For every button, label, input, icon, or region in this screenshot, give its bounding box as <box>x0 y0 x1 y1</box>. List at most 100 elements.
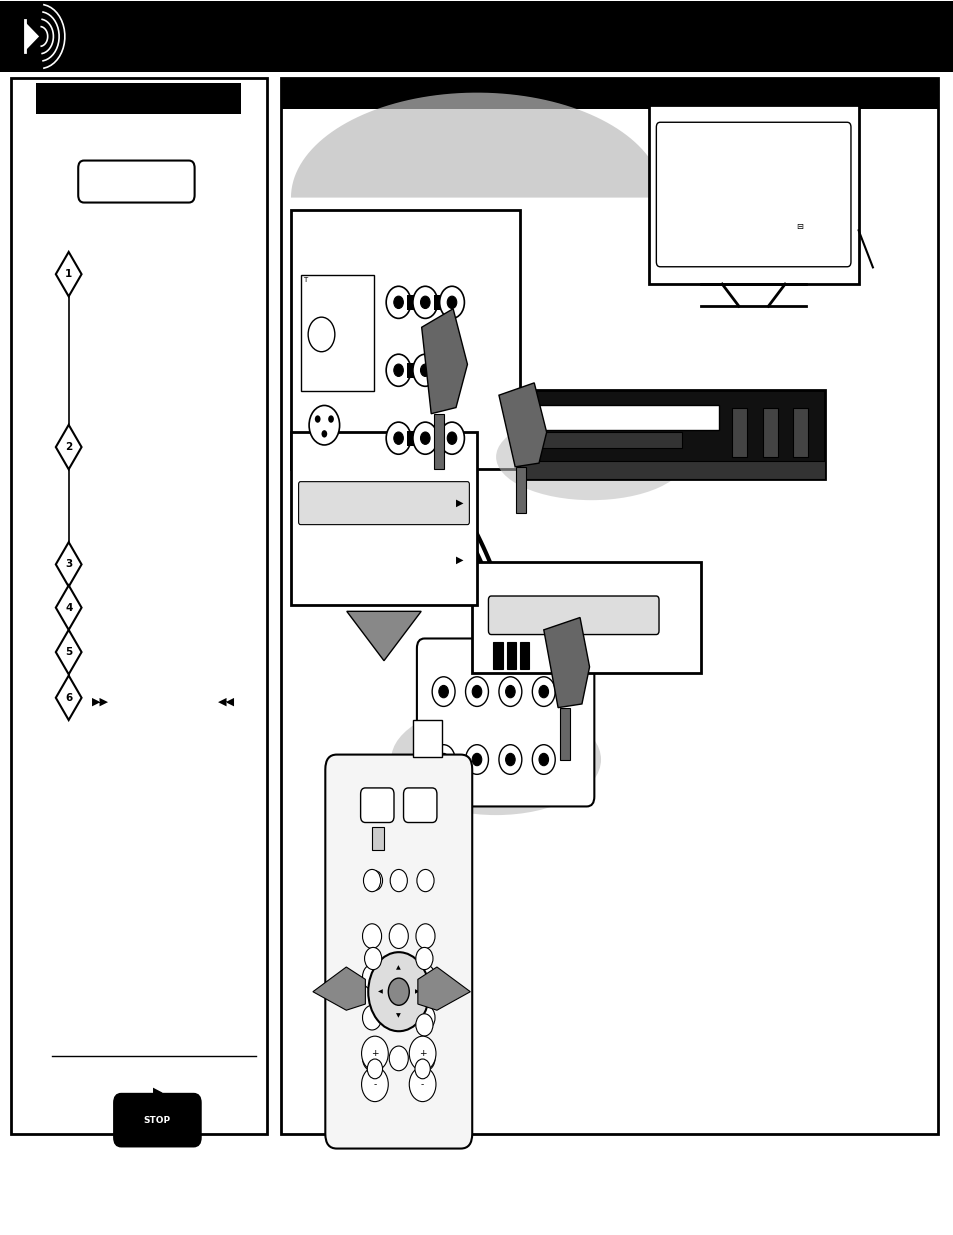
Circle shape <box>362 1046 381 1071</box>
Circle shape <box>432 677 455 706</box>
Text: -: - <box>373 1079 376 1089</box>
Bar <box>434 363 443 378</box>
Text: ◀: ◀ <box>377 989 382 994</box>
Text: ▲: ▲ <box>396 966 400 971</box>
Circle shape <box>386 287 411 319</box>
Polygon shape <box>417 967 470 1010</box>
Bar <box>529 432 681 448</box>
Circle shape <box>439 354 464 387</box>
Polygon shape <box>56 252 81 296</box>
FancyBboxPatch shape <box>325 755 472 1149</box>
Circle shape <box>321 430 327 437</box>
Bar <box>36 83 241 114</box>
Circle shape <box>439 422 464 454</box>
Circle shape <box>386 422 411 454</box>
Circle shape <box>447 364 456 377</box>
Circle shape <box>465 745 488 774</box>
Circle shape <box>361 1036 388 1071</box>
Text: ▼: ▼ <box>396 1013 400 1018</box>
Circle shape <box>416 1005 435 1030</box>
Circle shape <box>416 1014 433 1036</box>
Text: 5: 5 <box>65 647 72 657</box>
Polygon shape <box>559 708 570 760</box>
Text: T: T <box>303 277 307 283</box>
Circle shape <box>361 1067 388 1102</box>
FancyBboxPatch shape <box>403 788 436 823</box>
Bar <box>472 562 700 673</box>
Circle shape <box>413 287 437 319</box>
Circle shape <box>538 753 548 766</box>
FancyBboxPatch shape <box>360 788 394 823</box>
Circle shape <box>420 432 430 445</box>
Bar <box>291 432 476 605</box>
Bar <box>407 363 416 378</box>
Ellipse shape <box>496 414 686 500</box>
Circle shape <box>447 432 456 445</box>
Circle shape <box>416 924 435 948</box>
Circle shape <box>498 677 521 706</box>
Bar <box>648 105 858 284</box>
Text: ▶: ▶ <box>456 498 463 508</box>
Polygon shape <box>56 676 81 720</box>
Bar <box>519 642 529 669</box>
Circle shape <box>416 947 433 969</box>
Circle shape <box>409 1036 436 1071</box>
Bar <box>519 390 824 479</box>
Circle shape <box>389 1046 408 1071</box>
Text: ▶: ▶ <box>415 989 419 994</box>
Circle shape <box>538 685 548 698</box>
Polygon shape <box>291 93 662 198</box>
Bar <box>0 0 953 72</box>
Text: 6: 6 <box>65 693 72 703</box>
Circle shape <box>532 677 555 706</box>
Circle shape <box>432 745 455 774</box>
Circle shape <box>388 978 409 1005</box>
Circle shape <box>439 287 464 319</box>
Circle shape <box>465 677 488 706</box>
Polygon shape <box>543 618 589 708</box>
Polygon shape <box>516 467 525 513</box>
Circle shape <box>367 1058 382 1079</box>
Polygon shape <box>434 414 443 469</box>
Text: 2: 2 <box>65 442 72 452</box>
Polygon shape <box>56 425 81 469</box>
FancyBboxPatch shape <box>416 638 594 806</box>
Bar <box>519 462 824 479</box>
Bar <box>506 642 516 669</box>
Bar <box>281 78 937 1134</box>
Polygon shape <box>56 585 81 630</box>
Circle shape <box>416 965 435 989</box>
Bar <box>291 210 519 469</box>
FancyBboxPatch shape <box>78 161 194 203</box>
Circle shape <box>309 405 339 445</box>
FancyBboxPatch shape <box>488 597 659 635</box>
Circle shape <box>394 296 403 309</box>
Polygon shape <box>413 720 441 757</box>
Bar <box>434 295 443 310</box>
Polygon shape <box>56 630 81 674</box>
Text: ▶▶: ▶▶ <box>91 697 109 706</box>
FancyBboxPatch shape <box>656 122 850 267</box>
Text: ▶: ▶ <box>152 1086 162 1098</box>
Circle shape <box>505 753 515 766</box>
Polygon shape <box>25 21 39 52</box>
Circle shape <box>438 753 448 766</box>
Bar <box>792 408 807 457</box>
Text: 1: 1 <box>65 269 72 279</box>
Circle shape <box>314 415 320 422</box>
Circle shape <box>390 869 407 892</box>
Bar <box>407 295 416 310</box>
Circle shape <box>532 745 555 774</box>
Text: 4: 4 <box>65 603 72 613</box>
Circle shape <box>420 296 430 309</box>
Bar <box>434 431 443 446</box>
Circle shape <box>416 869 434 892</box>
Bar <box>300 274 374 391</box>
Text: STOP: STOP <box>144 1115 171 1125</box>
FancyBboxPatch shape <box>298 482 469 525</box>
Circle shape <box>416 1046 435 1071</box>
Circle shape <box>505 685 515 698</box>
Circle shape <box>438 685 448 698</box>
FancyBboxPatch shape <box>114 1094 200 1146</box>
Polygon shape <box>498 383 546 467</box>
